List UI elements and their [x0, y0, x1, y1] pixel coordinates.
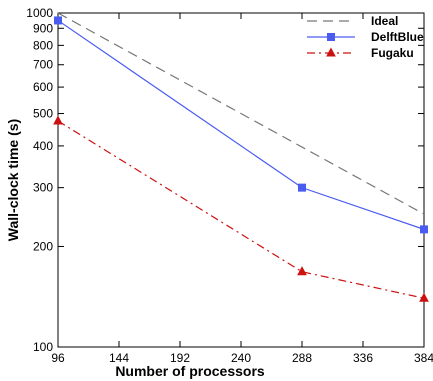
- data-point-fugaku: [53, 115, 63, 125]
- y-tick-label: 500: [33, 107, 53, 121]
- legend-marker-delftblue: [327, 33, 335, 41]
- data-point-delftblue: [54, 16, 62, 25]
- x-axis-label: Number of processors: [115, 363, 265, 379]
- x-tick-label: 384: [414, 351, 433, 365]
- legend-marker-fugaku: [326, 47, 336, 57]
- y-tick-label: 800: [33, 38, 53, 52]
- y-tick-label: 100: [33, 340, 53, 354]
- ticks-layer: 96 144 192 240 288 336 384 100 200 300 400 500 600 70…: [26, 6, 433, 365]
- legend-label-ideal: Ideal: [371, 14, 398, 28]
- x-tick-label: 336: [353, 351, 373, 365]
- x-tick-label: 96: [51, 351, 65, 365]
- x-tick-label: 288: [292, 351, 312, 365]
- y-tick-label: 700: [33, 58, 53, 72]
- x-tick-label: 192: [170, 351, 190, 365]
- series-line-ideal: [57, 12, 425, 215]
- x-tick-label: 144: [109, 351, 129, 365]
- legend-label-fugaku: Fugaku: [371, 46, 414, 60]
- series-layer: [53, 12, 429, 302]
- legend: Ideal DelftBlue Fugaku: [307, 14, 424, 60]
- y-tick-label: 200: [33, 239, 53, 253]
- data-point-fugaku: [419, 292, 429, 302]
- y-tick-label: 300: [33, 181, 53, 195]
- plot-frame: [57, 12, 425, 348]
- y-tick-label: 900: [33, 21, 53, 35]
- y-tick-label: 400: [33, 139, 53, 153]
- series-line-delftblue: [57, 19, 425, 230]
- y-tick-label: 600: [33, 80, 53, 94]
- data-point-delftblue: [298, 183, 306, 192]
- series-line-fugaku: [57, 120, 425, 299]
- data-point-delftblue: [420, 225, 428, 234]
- y-axis-label: Wall-clock time (s): [5, 119, 21, 241]
- data-point-fugaku: [297, 266, 307, 276]
- legend-label-delftblue: DelftBlue: [371, 30, 424, 44]
- x-tick-label: 240: [231, 351, 251, 365]
- y-tick-label: 1000: [26, 6, 53, 20]
